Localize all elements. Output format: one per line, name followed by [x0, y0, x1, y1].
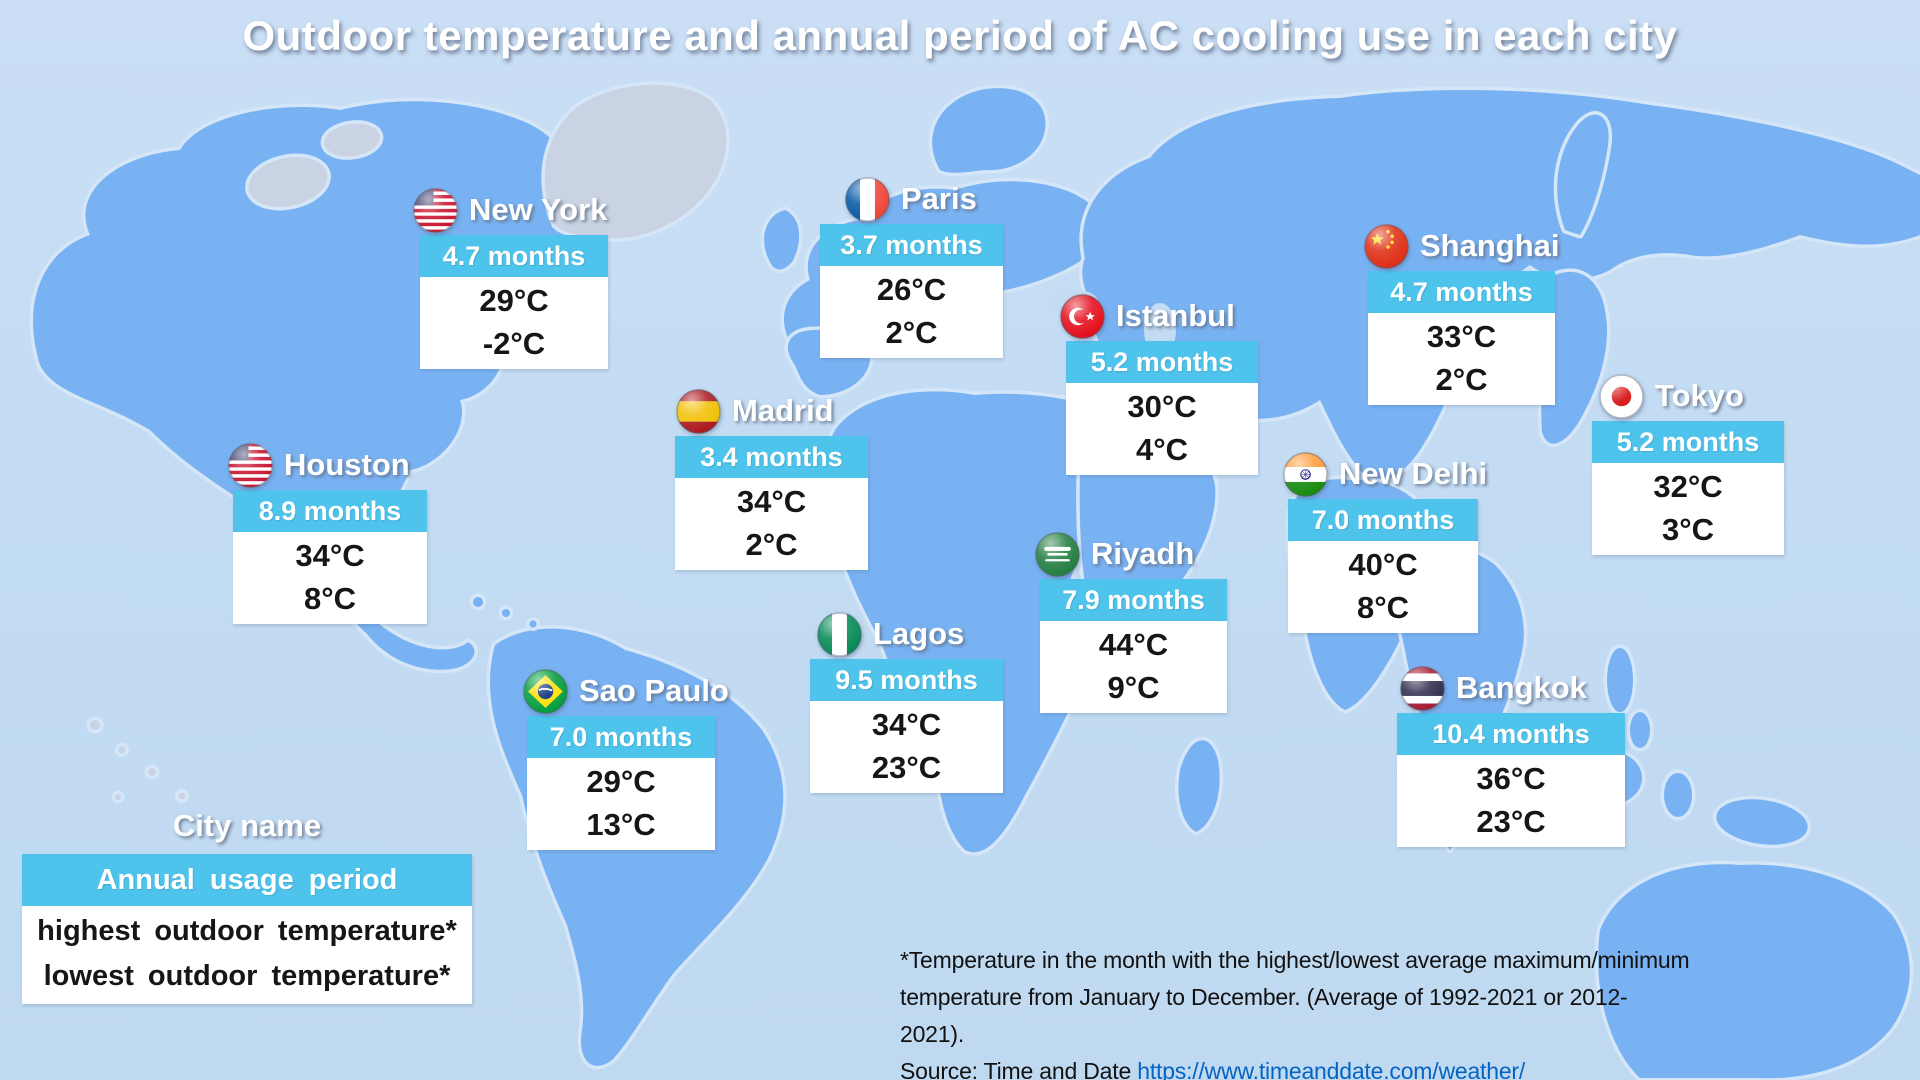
city-block-paris: Paris 3.7 months 26°C 2°C	[820, 174, 1003, 358]
temperature-box: 32°C 3°C	[1592, 463, 1784, 555]
city-name-label: New York	[469, 192, 608, 227]
flag-spain-icon	[676, 388, 721, 434]
city-name-label: Lagos	[873, 616, 965, 651]
city-name-label: Shanghai	[1420, 228, 1560, 263]
annual-usage-period-badge: 7.9 months	[1040, 579, 1227, 621]
temperature-box: 40°C 8°C	[1288, 541, 1478, 633]
city-name-label: Houston	[284, 447, 410, 482]
city-block-shanghai: Shanghai 4.7 months 33°C 2°C	[1364, 221, 1560, 405]
lowest-temperature-value: 4°C	[1135, 432, 1189, 467]
flag-france-icon	[845, 176, 890, 222]
highest-temperature-value: 26°C	[876, 272, 947, 307]
annual-usage-period-badge: 8.9 months	[233, 490, 427, 532]
flag-united-states-icon	[413, 187, 458, 233]
city-name-label: Bangkok	[1456, 670, 1587, 705]
highest-temperature-value: 36°C	[1476, 761, 1546, 796]
flag-turkey-icon	[1060, 293, 1105, 339]
lowest-temperature-value: -2°C	[482, 326, 546, 361]
city-block-houston: Houston 8.9 months 34°C 8°C	[228, 440, 427, 624]
city-block-istanbul: Istanbul 5.2 months 30°C 4°C	[1060, 291, 1258, 475]
flag-united-states-icon	[228, 442, 273, 488]
flag-japan-icon	[1599, 373, 1644, 419]
city-name-label: Sao Paulo	[579, 673, 729, 708]
flag-brazil-icon	[523, 668, 568, 714]
highest-temperature-value: 32°C	[1653, 469, 1723, 504]
city-name-label: Tokyo	[1655, 378, 1744, 413]
city-block-riyadh: Riyadh 7.9 months 44°C 9°C	[1035, 529, 1227, 713]
city-block-new-delhi: New Delhi 7.0 months 40°C 8°C	[1283, 449, 1487, 633]
temperature-box: 26°C 2°C	[820, 266, 1003, 358]
lowest-temperature-value: 23°C	[1476, 804, 1546, 839]
highest-temperature-value: 34°C	[871, 707, 942, 742]
annual-usage-period-badge: 3.4 months	[675, 436, 868, 478]
legend-city-name-label: City name	[172, 808, 322, 843]
city-block-bangkok: Bangkok 10.4 months 36°C 23°C	[1397, 663, 1625, 847]
source-label: Source: Time and Date	[900, 1058, 1138, 1080]
city-name-label: New Delhi	[1339, 456, 1488, 491]
annual-usage-period-badge: 10.4 months	[1397, 713, 1625, 755]
city-name-label: Madrid	[732, 393, 834, 428]
flag-india-icon	[1283, 451, 1328, 497]
highest-temperature-value: 44°C	[1098, 627, 1169, 662]
footnote-source-line: Source: Time and Date https://www.timean…	[900, 1053, 1690, 1080]
highest-temperature-value: 29°C	[479, 283, 549, 318]
flag-china-icon	[1364, 223, 1409, 269]
city-name-label: Riyadh	[1091, 536, 1195, 571]
lowest-temperature-value: 13°C	[586, 807, 656, 842]
city-block-sao-paulo: Sao Paulo 7.0 months 29°C 13°C	[523, 666, 729, 850]
highest-temperature-value: 40°C	[1348, 547, 1418, 582]
legend-period-label: Annual usage period	[22, 854, 472, 906]
city-block-madrid: Madrid 3.4 months 34°C 2°C	[675, 386, 868, 570]
highest-temperature-value: 29°C	[586, 764, 656, 799]
legend-highest-label: highest outdoor temperature*	[37, 915, 457, 947]
temperature-box: 34°C 8°C	[233, 532, 427, 624]
lowest-temperature-value: 3°C	[1661, 512, 1715, 547]
highest-temperature-value: 34°C	[736, 484, 807, 519]
annual-usage-period-badge: 3.7 months	[820, 224, 1003, 266]
lowest-temperature-value: 9°C	[1107, 670, 1160, 705]
footnote: *Temperature in the month with the highe…	[900, 942, 1690, 1080]
annual-usage-period-badge: 5.2 months	[1066, 341, 1258, 383]
city-block-tokyo: Tokyo 5.2 months 32°C 3°C	[1592, 371, 1784, 555]
city-name-label: Istanbul	[1116, 298, 1235, 333]
source-link[interactable]: https://www.timeanddate.com/weather/	[1137, 1058, 1526, 1080]
temperature-box: 34°C 23°C	[810, 701, 1003, 793]
page-title: Outdoor temperature and annual period of…	[242, 12, 1678, 59]
flag-thailand-icon	[1400, 665, 1445, 711]
temperature-box: 33°C 2°C	[1368, 313, 1555, 405]
city-name-label: Paris	[901, 181, 977, 216]
temperature-box: 34°C 2°C	[675, 478, 868, 570]
footnote-line-2: temperature from January to December. (A…	[900, 984, 1628, 1047]
temperature-box: 29°C 13°C	[527, 758, 715, 850]
annual-usage-period-badge: 5.2 months	[1592, 421, 1784, 463]
temperature-box: 29°C -2°C	[420, 277, 608, 369]
annual-usage-period-badge: 4.7 months	[1368, 271, 1555, 313]
legend: City name Annual usage period highest ou…	[22, 808, 472, 1004]
legend-temperature-box: highest outdoor temperature* lowest outd…	[22, 906, 472, 1004]
legend-lowest-label: lowest outdoor temperature*	[43, 960, 451, 992]
lowest-temperature-value: 2°C	[1435, 362, 1488, 397]
footnote-line-1: *Temperature in the month with the highe…	[900, 947, 1690, 973]
annual-usage-period-badge: 7.0 months	[527, 716, 715, 758]
city-block-lagos: Lagos 9.5 months 34°C 23°C	[810, 609, 1003, 793]
lowest-temperature-value: 8°C	[303, 581, 357, 616]
lowest-temperature-value: 2°C	[885, 315, 938, 350]
highest-temperature-value: 30°C	[1127, 389, 1197, 424]
city-block-new-york: New York 4.7 months 29°C -2°C	[413, 185, 608, 369]
lowest-temperature-value: 8°C	[1356, 590, 1410, 625]
flag-saudi-arabia-icon	[1035, 531, 1080, 577]
annual-usage-period-badge: 4.7 months	[420, 235, 608, 277]
temperature-box: 44°C 9°C	[1040, 621, 1227, 713]
temperature-box: 36°C 23°C	[1397, 755, 1625, 847]
lowest-temperature-value: 2°C	[745, 527, 798, 562]
highest-temperature-value: 33°C	[1426, 319, 1497, 354]
annual-usage-period-badge: 7.0 months	[1288, 499, 1478, 541]
annual-usage-period-badge: 9.5 months	[810, 659, 1003, 701]
flag-nigeria-icon	[817, 611, 862, 657]
lowest-temperature-value: 23°C	[871, 750, 942, 785]
temperature-box: 30°C 4°C	[1066, 383, 1258, 475]
highest-temperature-value: 34°C	[295, 538, 365, 573]
